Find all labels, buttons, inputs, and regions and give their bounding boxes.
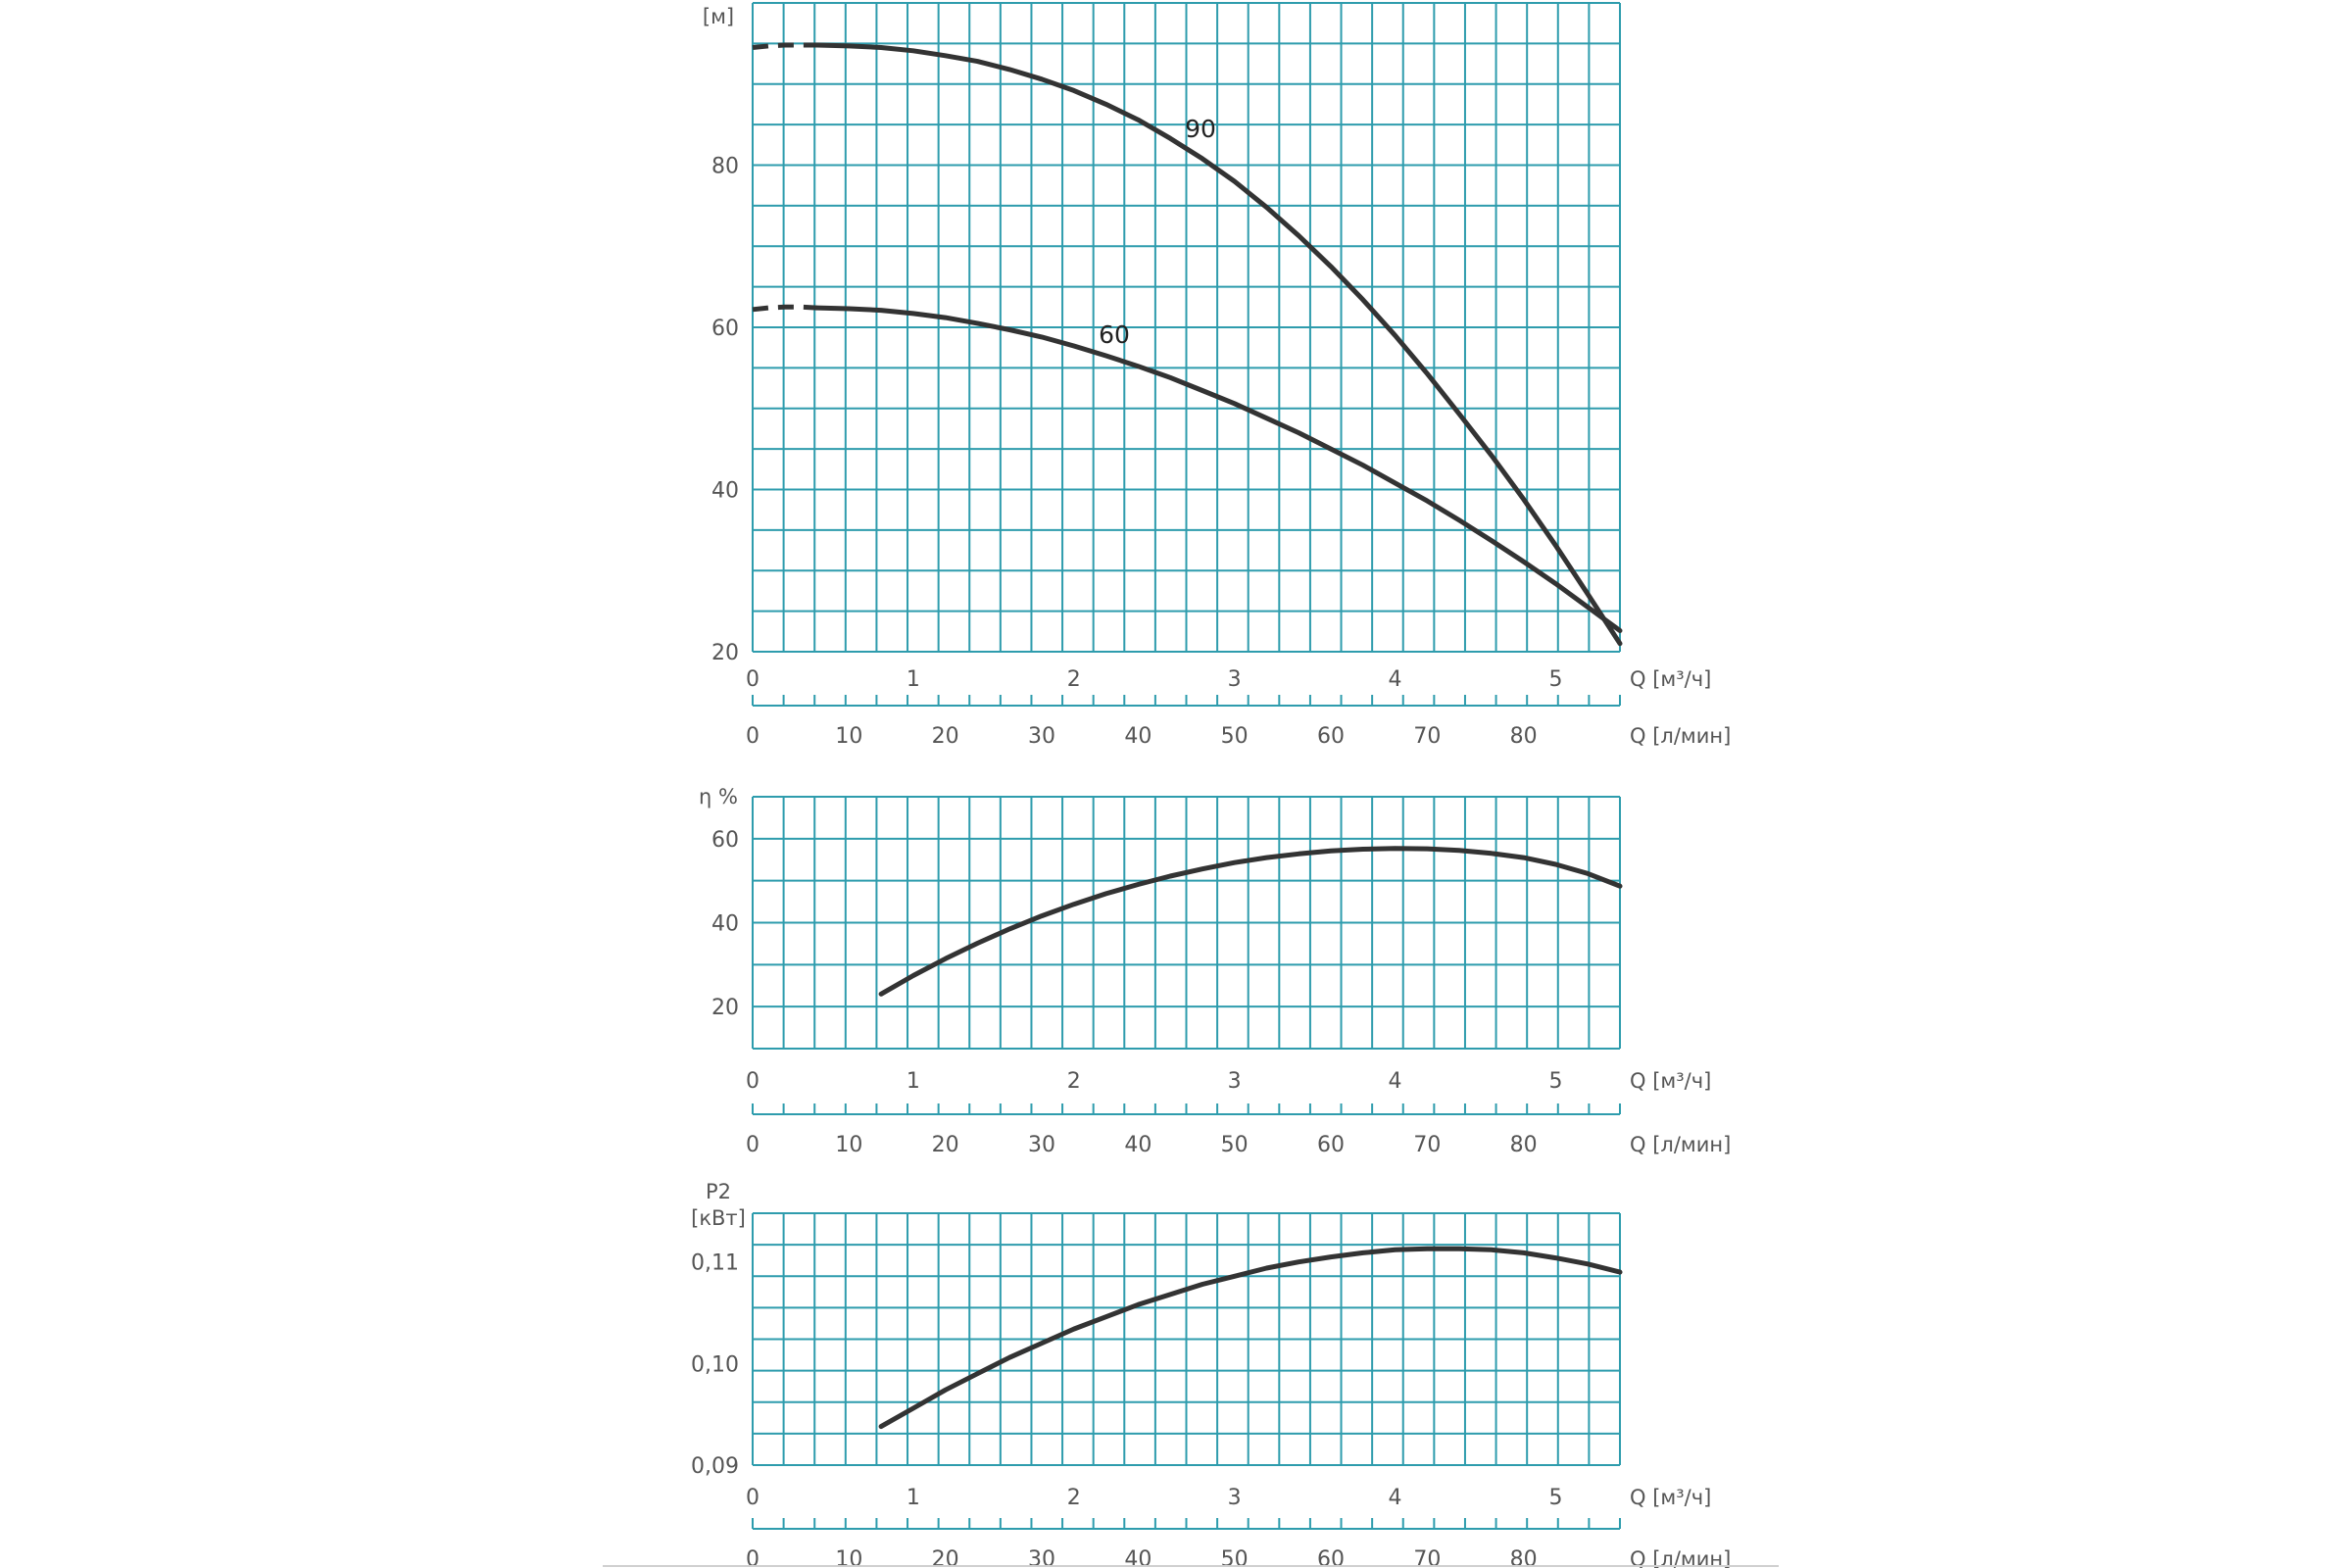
y-axis-label: η % [699,785,738,808]
y-tick-label: 40 [711,912,739,937]
series-label: 60 [1099,320,1130,349]
series-dashed-segment [752,304,817,313]
x-tick-label-lmin: 10 [835,1133,862,1157]
x-tick-label-lmin: 60 [1317,1547,1345,1568]
x-tick-label-m3h: 5 [1548,1486,1562,1510]
series-line [814,305,1623,633]
x-tick-label-m3h: 1 [906,1486,920,1510]
x-tick-label-lmin: 60 [1317,1133,1345,1157]
x-tick-label-m3h: 3 [1228,1486,1242,1510]
x-tick-label-m3h: 4 [1389,1069,1402,1094]
x-axis-label-m3h: Q [м³/ч] [1630,667,1711,691]
x-tick-label-lmin: 70 [1413,724,1441,749]
y-tick-label: 60 [711,828,739,853]
power-chart: 0,09 0,10 0,11 P2 [кВт] 0 1 2 3 4 5 Q [м³/ч] 0 10 20 30… [691,1180,1731,1568]
series-dashed-segment [752,42,817,50]
x-tick-label-lmin: 70 [1413,1547,1441,1568]
x-tick-label-m3h: 0 [746,1486,760,1510]
x-axis-label-lmin: Q [л/мин] [1630,724,1731,748]
x-tick-label-m3h: 2 [1067,667,1081,692]
x-tick-label-lmin: 20 [932,724,959,749]
series-line [878,846,1623,997]
x-tick-label-lmin: 50 [1221,1547,1249,1568]
x-tick-label-lmin: 0 [746,1133,760,1157]
x-tick-label-m3h: 1 [906,667,920,692]
x-tick-label-lmin: 80 [1510,1133,1538,1157]
x-tick-label-lmin: 0 [746,724,760,749]
x-tick-label-lmin: 60 [1317,724,1345,749]
y-axis-label: [м] [703,5,734,28]
x-tick-label-lmin: 50 [1221,1133,1249,1157]
secondary-x-axis: 0 10 20 30 40 50 60 70 80 Q [л/мин] [746,1518,1731,1568]
series-label: 90 [1185,115,1216,143]
x-tick-label-lmin: 40 [1124,1547,1152,1568]
x-tick-label-m3h: 4 [1389,1486,1402,1510]
x-tick-label-m3h: 0 [746,1069,760,1094]
x-tick-label-m3h: 5 [1548,667,1562,692]
x-tick-label-m3h: 0 [746,667,760,692]
x-tick-label-m3h: 3 [1228,667,1242,692]
x-tick-label-m3h: 5 [1548,1069,1562,1094]
x-tick-label-lmin: 20 [932,1133,959,1157]
head-chart: 20 40 60 80 [м] 0 1 2 3 4 5 Q [м³/ч] 0 10 20 30 40 50 60 70… [703,2,1731,749]
x-axis-label-lmin: Q [л/мин] [1630,1133,1731,1156]
x-tick-label-lmin: 30 [1028,1547,1055,1568]
x-tick-label-lmin: 40 [1124,724,1152,749]
x-tick-label-lmin: 10 [835,1547,862,1568]
x-axis-label-m3h: Q [м³/ч] [1630,1069,1711,1093]
x-axis-label-lmin: Q [л/мин] [1630,1547,1731,1568]
x-tick-label-lmin: 30 [1028,1133,1055,1157]
y-tick-label: 80 [711,155,739,179]
grid [752,1212,1621,1466]
x-tick-label-m3h: 2 [1067,1486,1081,1510]
secondary-x-axis: 0 10 20 30 40 50 60 70 80 Q [л/мин] [746,695,1731,749]
y-tick-label: 0,10 [691,1352,739,1377]
x-tick-label-lmin: 50 [1221,724,1249,749]
secondary-x-axis: 0 10 20 30 40 50 60 70 80 Q [л/мин] [746,1103,1731,1157]
x-tick-label-lmin: 70 [1413,1133,1441,1157]
x-tick-label-lmin: 0 [746,1547,760,1568]
x-axis-label-m3h: Q [м³/ч] [1630,1486,1711,1509]
y-tick-label: 0,11 [691,1251,739,1276]
efficiency-chart: 20 40 60 η % 0 1 2 3 4 5 Q [м³/ч] 0 10 20 30 40 50 60 70 80… [699,785,1731,1157]
y-tick-label: 20 [711,641,739,665]
y-tick-label: 40 [711,479,739,504]
y-tick-label: 60 [711,317,739,341]
grid [752,2,1621,653]
series-line [878,1246,1623,1430]
y-axis-label: [кВт] [691,1206,746,1230]
x-tick-label-lmin: 10 [835,724,862,749]
x-tick-label-lmin: 40 [1124,1133,1152,1157]
grid [752,796,1621,1050]
x-tick-label-m3h: 1 [906,1069,920,1094]
x-tick-label-lmin: 20 [932,1547,959,1568]
x-tick-label-lmin: 30 [1028,724,1055,749]
series-line [814,42,1623,647]
x-tick-label-m3h: 3 [1228,1069,1242,1094]
y-tick-label: 20 [711,996,739,1020]
x-tick-label-lmin: 80 [1510,724,1538,749]
y-tick-label: 0,09 [691,1454,739,1479]
x-tick-label-lmin: 80 [1510,1547,1538,1568]
y-axis-label: P2 [706,1180,731,1203]
x-tick-label-m3h: 2 [1067,1069,1081,1094]
x-tick-label-m3h: 4 [1389,667,1402,692]
